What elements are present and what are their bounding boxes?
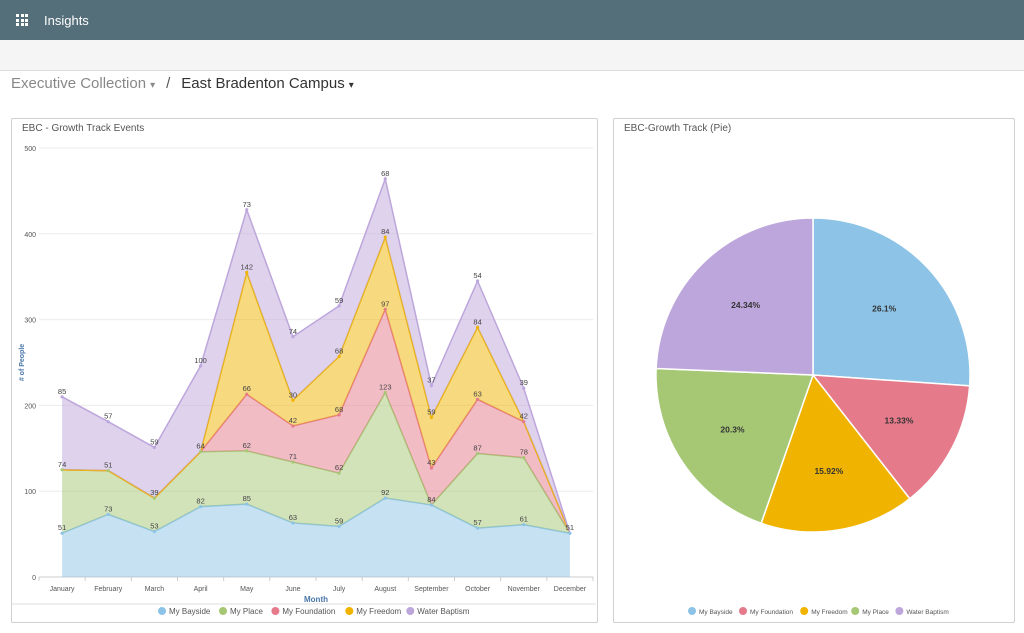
apps-grid-icon[interactable] <box>16 14 28 26</box>
area-chart-panel: EBC - Growth Track Events <box>11 118 598 623</box>
breadcrumb-separator: / <box>166 75 171 92</box>
area-chart-title: EBC - Growth Track Events <box>22 123 145 134</box>
caret-down-icon[interactable]: ▾ <box>150 80 156 91</box>
top-bar: Insights <box>0 0 1024 40</box>
breadcrumb-campus[interactable]: East Bradenton Campus ▾ <box>181 75 353 92</box>
app-title[interactable]: Insights <box>44 12 89 28</box>
toolbar-strip <box>0 40 1024 71</box>
caret-down-icon[interactable]: ▾ <box>348 80 354 91</box>
pie-chart-title: EBC-Growth Track (Pie) <box>624 123 732 134</box>
breadcrumb-campus-label: East Bradenton Campus <box>181 75 345 92</box>
pie-chart-panel: EBC-Growth Track (Pie) <box>613 118 1015 623</box>
breadcrumb-collection[interactable]: Executive Collection ▾ <box>11 75 155 92</box>
breadcrumb-collection-label: Executive Collection <box>11 75 147 92</box>
breadcrumb: Executive Collection ▾ / East Bradenton C… <box>11 75 354 92</box>
